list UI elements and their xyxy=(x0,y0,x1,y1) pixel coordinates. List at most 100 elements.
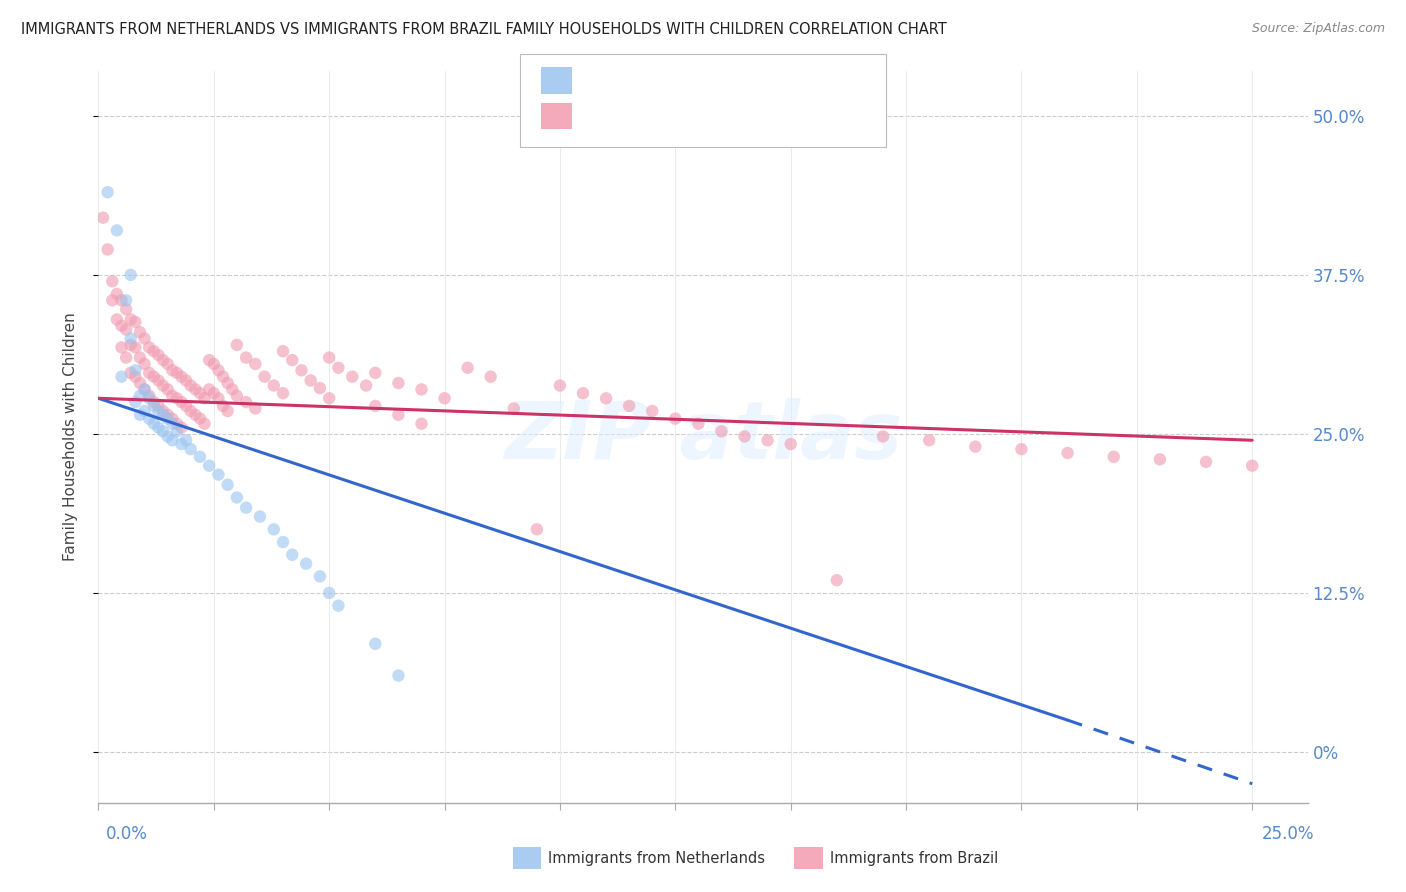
Point xyxy=(162,363,184,377)
Point xyxy=(1056,446,1078,460)
Point xyxy=(502,401,524,416)
Point xyxy=(105,312,128,326)
Point xyxy=(124,395,146,409)
Y-axis label: Family Households with Children: Family Households with Children xyxy=(63,313,77,561)
Point xyxy=(170,369,193,384)
Point xyxy=(212,399,235,413)
Point xyxy=(166,366,188,380)
Point xyxy=(124,315,146,329)
Point xyxy=(457,360,479,375)
Point xyxy=(1102,450,1125,464)
Point xyxy=(97,243,120,257)
Point xyxy=(152,404,174,418)
Point xyxy=(170,420,193,434)
Point xyxy=(245,401,267,416)
Point xyxy=(142,399,165,413)
Point xyxy=(548,378,571,392)
Point xyxy=(148,420,170,434)
Point xyxy=(328,599,350,613)
Point xyxy=(188,386,211,401)
Point xyxy=(170,437,193,451)
Point xyxy=(110,318,132,333)
Point xyxy=(120,268,142,282)
Point xyxy=(1010,442,1032,457)
Point xyxy=(364,637,387,651)
Point xyxy=(212,369,235,384)
Point xyxy=(202,357,225,371)
Point xyxy=(387,668,409,682)
Point xyxy=(235,395,257,409)
Point xyxy=(120,338,142,352)
Text: R = -0.145   N = 116: R = -0.145 N = 116 xyxy=(581,107,769,125)
Point xyxy=(124,340,146,354)
Point xyxy=(134,331,156,345)
Point xyxy=(198,353,221,368)
Point xyxy=(129,325,152,339)
Point xyxy=(138,340,160,354)
Point xyxy=(138,366,160,380)
Point xyxy=(411,417,433,431)
Point xyxy=(688,417,710,431)
Point xyxy=(110,340,132,354)
Point xyxy=(328,360,350,375)
Text: Source: ZipAtlas.com: Source: ZipAtlas.com xyxy=(1251,22,1385,36)
Point xyxy=(129,408,152,422)
Point xyxy=(225,338,247,352)
Point xyxy=(152,353,174,368)
Point xyxy=(180,442,202,457)
Point xyxy=(148,374,170,388)
Point xyxy=(138,392,160,406)
Point xyxy=(115,302,138,317)
Point xyxy=(193,417,215,431)
Point xyxy=(263,522,285,536)
Text: Immigrants from Netherlands: Immigrants from Netherlands xyxy=(548,851,765,865)
Point xyxy=(572,386,595,401)
Point xyxy=(1241,458,1264,473)
Point xyxy=(142,417,165,431)
Point xyxy=(152,378,174,392)
Point xyxy=(166,392,188,406)
Point xyxy=(129,351,152,365)
Point xyxy=(156,429,179,443)
Point xyxy=(120,331,142,345)
Point xyxy=(479,369,502,384)
Point xyxy=(129,389,152,403)
Point xyxy=(354,378,377,392)
Point xyxy=(174,434,197,448)
Point xyxy=(156,357,179,371)
Point xyxy=(299,374,322,388)
Point xyxy=(120,366,142,380)
Point xyxy=(641,404,664,418)
Point xyxy=(825,573,848,587)
Point xyxy=(281,548,304,562)
Point xyxy=(180,378,202,392)
Point xyxy=(734,429,756,443)
Point xyxy=(184,383,207,397)
Point xyxy=(271,344,294,359)
Point xyxy=(710,425,733,439)
Point xyxy=(249,509,271,524)
Point xyxy=(225,389,247,403)
Point xyxy=(180,404,202,418)
Point xyxy=(235,500,257,515)
Point xyxy=(193,392,215,406)
Point xyxy=(271,386,294,401)
Point xyxy=(198,383,221,397)
Point xyxy=(207,467,229,482)
Point xyxy=(318,351,340,365)
Point xyxy=(188,411,211,425)
Point xyxy=(202,386,225,401)
Point xyxy=(364,366,387,380)
Point xyxy=(295,557,318,571)
Point xyxy=(1195,455,1218,469)
Point xyxy=(120,312,142,326)
Point xyxy=(115,293,138,308)
Point xyxy=(134,383,156,397)
Point xyxy=(253,369,276,384)
Point xyxy=(170,395,193,409)
Point xyxy=(225,491,247,505)
Point xyxy=(1149,452,1171,467)
Point xyxy=(290,363,312,377)
Point xyxy=(664,411,686,425)
Text: R = -0.449   N = 44: R = -0.449 N = 44 xyxy=(581,71,758,89)
